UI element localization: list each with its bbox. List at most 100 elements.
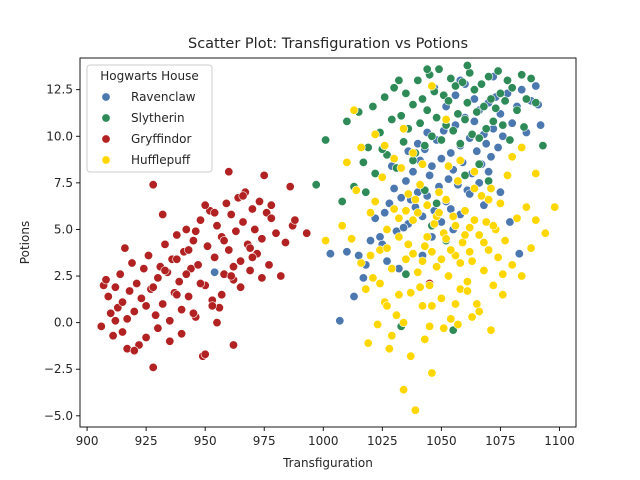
point-gryffindor (238, 191, 248, 201)
point-gryffindor (172, 290, 182, 300)
x-tick-label: 975 (253, 434, 276, 448)
point-hufflepuff (422, 200, 432, 210)
point-ravenclaw (375, 232, 385, 242)
point-gryffindor (257, 273, 267, 283)
point-gryffindor (196, 215, 206, 225)
point-hufflepuff (446, 314, 456, 324)
point-gryffindor (118, 327, 128, 337)
point-gryffindor (210, 252, 220, 262)
point-hufflepuff (443, 271, 453, 281)
point-hufflepuff (500, 236, 510, 246)
point-slytherin (479, 102, 489, 112)
point-slytherin (422, 64, 432, 74)
point-slytherin (507, 83, 517, 93)
point-hufflepuff (380, 141, 390, 151)
point-hufflepuff (342, 157, 352, 167)
point-gryffindor (160, 239, 170, 249)
point-ravenclaw (469, 116, 479, 126)
point-slytherin (434, 64, 444, 74)
x-tick-label: 1050 (426, 434, 457, 448)
point-gryffindor (174, 277, 184, 287)
point-hufflepuff (429, 219, 439, 229)
point-slytherin (361, 187, 371, 197)
point-slytherin (484, 72, 494, 82)
point-gryffindor (106, 308, 116, 318)
legend-label-slytherin: Slytherin (131, 111, 185, 125)
point-hufflepuff (531, 215, 541, 225)
point-gryffindor (165, 316, 175, 326)
point-hufflepuff (507, 260, 517, 270)
point-slytherin (476, 79, 486, 89)
point-gryffindor (153, 323, 163, 333)
point-hufflepuff (420, 334, 430, 344)
legend-marker-slytherin (101, 113, 111, 123)
point-hufflepuff (432, 262, 442, 272)
point-hufflepuff (462, 277, 472, 287)
point-hufflepuff (408, 148, 418, 158)
point-gryffindor (191, 226, 201, 236)
y-tick-label: 7.5 (54, 176, 73, 190)
x-tick-label: 950 (194, 434, 217, 448)
point-hufflepuff (396, 163, 406, 173)
point-gryffindor (132, 278, 142, 288)
point-hufflepuff (484, 195, 494, 205)
point-gryffindor (129, 306, 139, 316)
point-hufflepuff (450, 299, 460, 309)
chart-title: Scatter Plot: Transfiguration vs Potions (188, 36, 468, 52)
point-gryffindor (229, 262, 239, 272)
legend-label-ravenclaw: Ravenclaw (131, 90, 196, 104)
point-hufflepuff (413, 267, 423, 277)
point-slytherin (422, 105, 432, 115)
point-gryffindor (110, 282, 120, 292)
point-gryffindor (224, 245, 234, 255)
point-gryffindor (200, 200, 210, 210)
point-hufflepuff (401, 254, 411, 264)
point-slytherin (486, 94, 496, 104)
point-hufflepuff (484, 245, 494, 255)
point-slytherin (472, 107, 482, 117)
point-ravenclaw (505, 217, 515, 227)
point-slytherin (460, 115, 470, 125)
point-gryffindor (151, 310, 161, 320)
point-gryffindor (141, 301, 151, 311)
point-slytherin (502, 75, 512, 85)
point-hufflepuff (526, 243, 536, 253)
point-hufflepuff (373, 319, 383, 329)
point-slytherin (443, 96, 453, 106)
point-hufflepuff (436, 293, 446, 303)
point-hufflepuff (434, 187, 444, 197)
point-gryffindor (148, 180, 158, 190)
point-hufflepuff (486, 184, 496, 194)
point-hufflepuff (441, 115, 451, 125)
point-hufflepuff (441, 195, 451, 205)
point-ravenclaw (425, 170, 435, 180)
point-slytherin (474, 159, 484, 169)
point-gryffindor (210, 208, 220, 218)
y-tick-label: −5.0 (44, 409, 73, 423)
point-hufflepuff (382, 225, 392, 235)
point-hufflepuff (469, 167, 479, 177)
point-hufflepuff (443, 161, 453, 171)
point-hufflepuff (517, 271, 527, 281)
point-hufflepuff (521, 202, 531, 212)
point-slytherin (358, 157, 368, 167)
point-hufflepuff (467, 312, 477, 322)
x-tick-label: 1100 (544, 434, 575, 448)
point-ravenclaw (481, 139, 491, 149)
point-slytherin (469, 85, 479, 95)
point-hufflepuff (453, 319, 463, 329)
point-slytherin (484, 176, 494, 186)
point-hufflepuff (356, 143, 366, 153)
point-hufflepuff (422, 232, 432, 242)
point-slytherin (462, 60, 472, 70)
point-gryffindor (115, 269, 125, 279)
point-slytherin (396, 111, 406, 121)
point-hufflepuff (417, 301, 427, 311)
point-hufflepuff (427, 247, 437, 257)
point-hufflepuff (384, 344, 394, 354)
x-tick-label: 1025 (367, 434, 398, 448)
point-ravenclaw (342, 247, 352, 257)
point-slytherin (432, 198, 442, 208)
point-ravenclaw (469, 94, 479, 104)
point-gryffindor (120, 243, 130, 253)
